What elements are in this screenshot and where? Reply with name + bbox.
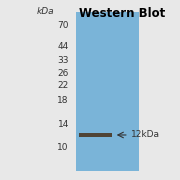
- Text: 26: 26: [57, 69, 69, 78]
- Bar: [78, 132, 112, 138]
- Bar: [76, 12, 139, 171]
- Text: Western Blot: Western Blot: [79, 7, 165, 20]
- Text: 33: 33: [57, 56, 69, 65]
- Text: 22: 22: [58, 81, 69, 90]
- Text: 18: 18: [57, 96, 69, 105]
- Text: 70: 70: [57, 21, 69, 30]
- Text: 12kDa: 12kDa: [130, 130, 160, 140]
- Text: 14: 14: [57, 120, 69, 129]
- Text: 44: 44: [58, 42, 69, 51]
- Text: kDa: kDa: [37, 7, 55, 16]
- Text: 10: 10: [57, 143, 69, 152]
